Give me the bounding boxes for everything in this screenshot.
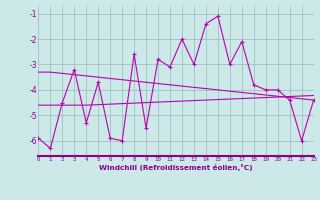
X-axis label: Windchill (Refroidissement éolien,°C): Windchill (Refroidissement éolien,°C) [99, 164, 253, 171]
